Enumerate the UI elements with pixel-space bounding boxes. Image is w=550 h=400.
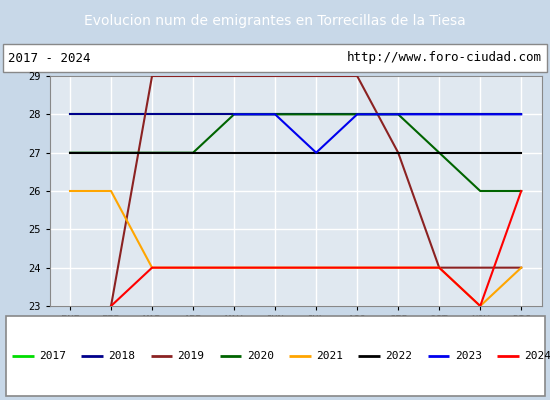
- Text: 2021: 2021: [316, 351, 343, 361]
- FancyBboxPatch shape: [6, 316, 544, 396]
- Text: 2017: 2017: [39, 351, 66, 361]
- Text: 2023: 2023: [455, 351, 482, 361]
- Text: 2018: 2018: [108, 351, 135, 361]
- FancyBboxPatch shape: [3, 44, 547, 72]
- Text: 2020: 2020: [247, 351, 274, 361]
- Text: 2024: 2024: [524, 351, 550, 361]
- Text: http://www.foro-ciudad.com: http://www.foro-ciudad.com: [346, 52, 542, 64]
- Text: 2017 - 2024: 2017 - 2024: [8, 52, 91, 64]
- Text: Evolucion num de emigrantes en Torrecillas de la Tiesa: Evolucion num de emigrantes en Torrecill…: [84, 14, 466, 28]
- Text: 2019: 2019: [178, 351, 205, 361]
- Text: 2022: 2022: [386, 351, 412, 361]
